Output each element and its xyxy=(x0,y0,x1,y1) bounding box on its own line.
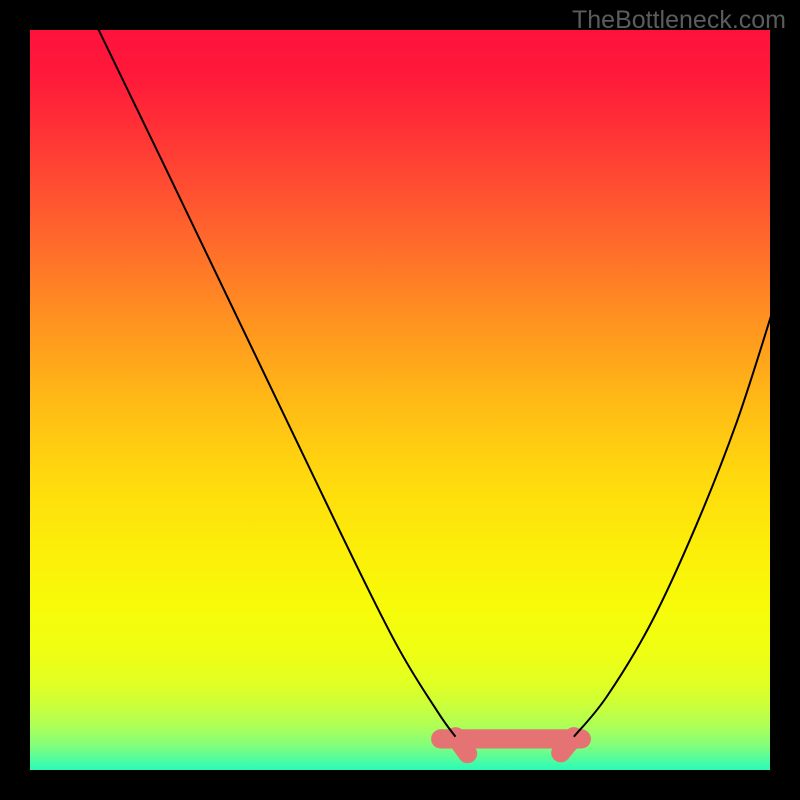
chart-gradient-background xyxy=(30,30,770,770)
chart-svg xyxy=(0,0,800,800)
watermark-text: TheBottleneck.com xyxy=(572,6,786,35)
bottleneck-chart: TheBottleneck.com xyxy=(0,0,800,800)
